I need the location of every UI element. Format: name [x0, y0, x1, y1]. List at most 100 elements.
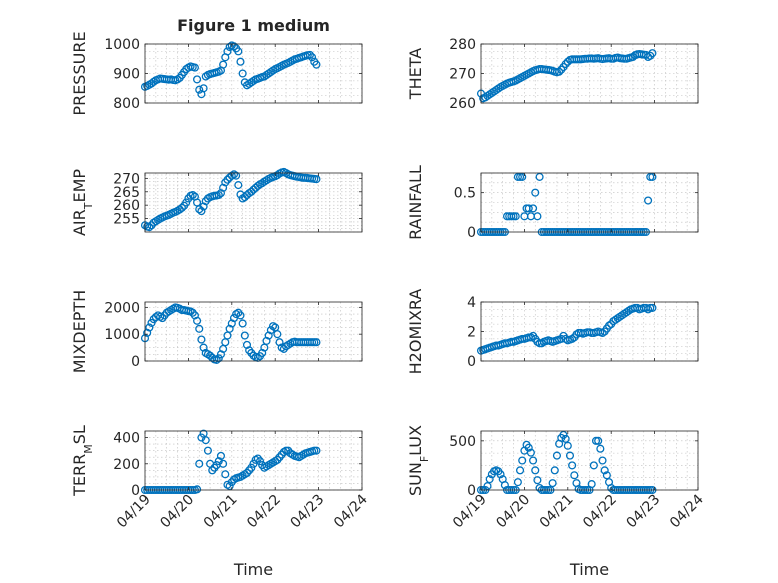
data-point [589, 461, 598, 470]
data-point [201, 72, 210, 81]
data-point [511, 212, 520, 221]
y-tick-label: 280 [449, 37, 476, 53]
data-point [529, 204, 538, 213]
axes-frame [144, 172, 363, 233]
data-point [483, 482, 492, 491]
data-point [496, 470, 505, 479]
data-point [145, 323, 154, 332]
data-point [516, 466, 525, 475]
data-point [604, 321, 614, 330]
data-point [193, 316, 202, 325]
data-point [644, 196, 653, 205]
data-point [561, 434, 570, 443]
data-point [195, 85, 204, 94]
y-axis-label: H2OMIXRA [406, 289, 425, 375]
data-point [648, 303, 657, 312]
subplot-4: 0 0.5 RAINFALL [406, 165, 699, 241]
data-point [214, 457, 223, 466]
data-point [221, 470, 230, 479]
data-point [149, 77, 158, 86]
data-point [249, 76, 258, 85]
data-point [173, 75, 182, 84]
x-axis-label: Time [233, 560, 273, 579]
data-point [234, 181, 243, 190]
data-point [602, 471, 611, 480]
data-point [533, 476, 542, 485]
data-point [238, 319, 247, 328]
axes-frame [480, 430, 699, 491]
y-axis-label: SUNFLUX [406, 425, 431, 496]
data-point [216, 451, 226, 460]
data-point [500, 481, 509, 490]
data-point [537, 339, 546, 348]
data-point [524, 204, 533, 213]
y-tick-label: 4 [467, 295, 476, 311]
data-point [305, 50, 314, 59]
data-point [526, 448, 535, 457]
data-point [203, 446, 212, 455]
data-point [197, 335, 206, 344]
axes-frame [144, 301, 363, 362]
data-point [240, 193, 249, 202]
y-tick-label: 270 [449, 67, 476, 83]
data-point [598, 456, 607, 465]
y-axis-label: THETA [406, 48, 425, 100]
data-point [219, 459, 228, 468]
data-point [232, 171, 241, 180]
data-point [518, 456, 527, 465]
data-point [513, 478, 522, 487]
data-point [648, 49, 657, 58]
data-point [182, 198, 191, 207]
data-point [518, 172, 527, 181]
y-tick-label: 800 [113, 96, 140, 112]
data-point [247, 187, 256, 196]
chart-title: Figure 1 medium [177, 16, 330, 35]
data-point [598, 328, 607, 338]
y-tick-label: 270 [113, 171, 140, 187]
data-point [240, 331, 249, 340]
data-point [229, 314, 239, 323]
subplot-2: 260 270 280 THETA [406, 37, 699, 112]
data-point [568, 334, 577, 343]
y-tick-label: 0 [467, 225, 476, 241]
y-tick-label: 1000 [104, 37, 140, 53]
data-point [234, 47, 243, 56]
data-point [236, 311, 245, 320]
data-point [223, 47, 232, 56]
data-point [594, 436, 603, 445]
data-point [563, 441, 572, 450]
data-point [648, 172, 657, 181]
data-point [550, 466, 559, 475]
data-point [552, 451, 561, 460]
data-point [533, 212, 542, 221]
y-tick-label: 0 [467, 354, 476, 370]
data-point [177, 203, 186, 212]
data-point [524, 443, 533, 452]
data-point [247, 463, 256, 472]
data-point [531, 188, 540, 197]
data-point [548, 479, 557, 488]
data-point [212, 355, 221, 364]
data-point [312, 338, 321, 347]
data-point [229, 42, 239, 51]
y-tick-label: 1000 [104, 327, 140, 343]
y-tick-label: 2000 [104, 300, 140, 316]
data-point [312, 446, 321, 455]
y-tick-label: 200 [113, 457, 140, 473]
data-point [238, 69, 247, 78]
y-tick-label: 0 [467, 483, 476, 499]
data-point [199, 84, 208, 93]
data-point [312, 60, 321, 69]
data-point [145, 223, 154, 232]
x-axis-label: Time [569, 560, 609, 579]
y-tick-label: 260 [113, 198, 140, 214]
y-axis-label: PRESSURE [70, 31, 89, 115]
data-point [535, 172, 544, 181]
y-tick-label: 900 [113, 67, 140, 83]
y-axis-label: TERRMSL [70, 425, 95, 497]
y-axis-label: RAINFALL [406, 165, 425, 240]
y-tick-label: 0.5 [454, 186, 476, 202]
axes-frame [480, 172, 699, 233]
